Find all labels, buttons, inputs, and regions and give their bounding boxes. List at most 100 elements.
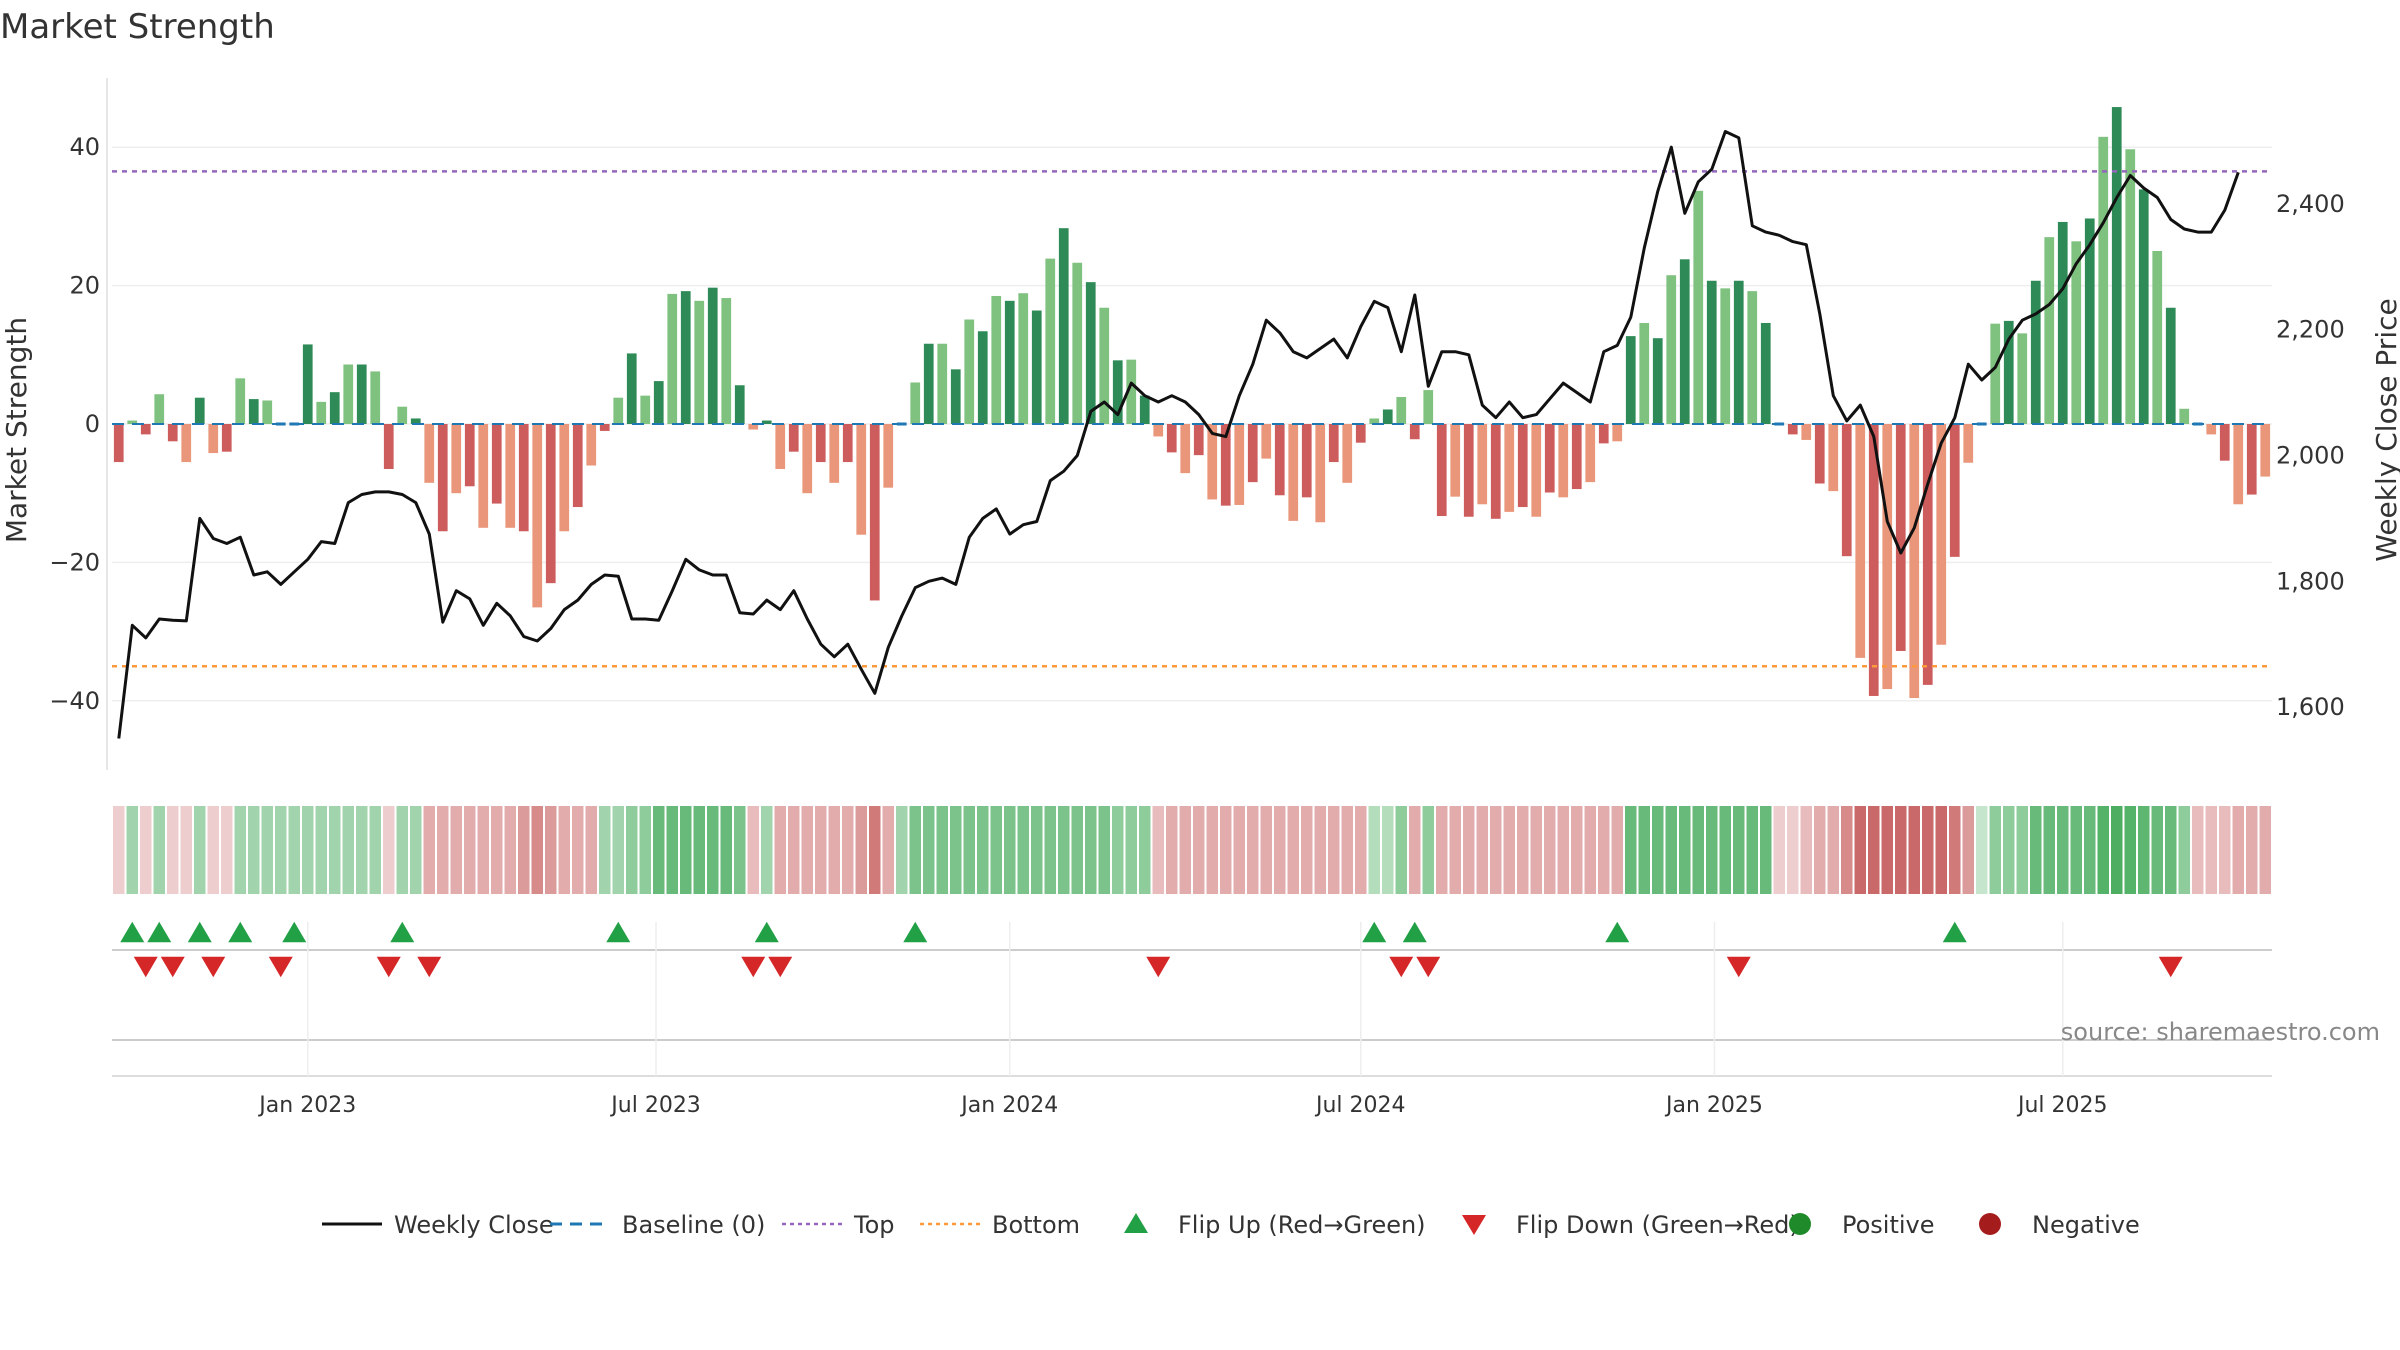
band-cell <box>801 806 813 894</box>
strength-bar-positive <box>1733 280 1744 424</box>
chart-title: Market Strength <box>0 7 275 47</box>
strength-bar-positive <box>1720 288 1731 424</box>
band-cell <box>2205 806 2217 894</box>
strength-bar-positive <box>1652 338 1663 424</box>
band-cell <box>2151 806 2163 894</box>
strength-bar-positive <box>2179 408 2190 424</box>
strength-bar-positive <box>1679 259 1690 424</box>
band-cell <box>1409 806 1421 894</box>
band-cell <box>1530 806 1542 894</box>
band-cell <box>1233 806 1245 894</box>
flip-down-marker <box>417 956 442 978</box>
band-cell <box>896 806 908 894</box>
date-tick-label: Jan 2024 <box>959 1093 1058 1118</box>
band-cell <box>153 806 165 894</box>
strength-bar-positive <box>991 295 1002 424</box>
band-cell <box>477 806 489 894</box>
strength-bar-negative <box>1477 424 1488 505</box>
band-cell <box>1584 806 1596 894</box>
band-cell <box>1868 806 1880 894</box>
band-cell <box>221 806 233 894</box>
strength-bar-negative <box>883 424 894 488</box>
band-cell <box>1490 806 1502 894</box>
strength-bar-positive <box>2125 149 2136 424</box>
band-cell <box>1179 806 1191 894</box>
band-cell <box>2097 806 2109 894</box>
strength-bar-negative <box>1180 424 1191 474</box>
band-cell <box>909 806 921 894</box>
band-cell <box>1989 806 2001 894</box>
strength-bar-positive <box>2165 307 2176 424</box>
strength-bar-positive <box>302 344 313 424</box>
legend-item: Baseline (0) <box>550 1211 765 1239</box>
band-cell <box>2111 806 2123 894</box>
flip-up-marker <box>1362 921 1387 943</box>
band-cell <box>761 806 773 894</box>
strength-bar-negative <box>829 424 840 483</box>
band-cell <box>518 806 530 894</box>
legend-label: Top <box>853 1211 895 1239</box>
band-cell <box>950 806 962 894</box>
strength-bar-positive <box>1045 258 1056 424</box>
band-cell <box>2030 806 2042 894</box>
band-cell <box>1773 806 1785 894</box>
strength-bar-negative <box>437 424 448 532</box>
band-cell <box>2232 806 2244 894</box>
band-cell <box>1814 806 1826 894</box>
band-cell <box>1760 806 1772 894</box>
strength-bar-negative <box>2219 424 2230 461</box>
left-tick-label: −20 <box>49 548 100 576</box>
date-tick-label: Jul 2025 <box>2016 1093 2108 1118</box>
weekly-close-line <box>117 130 2240 739</box>
band-cell <box>1287 806 1299 894</box>
band-cell <box>140 806 152 894</box>
strength-bar-positive <box>923 343 934 424</box>
band-cell <box>113 806 125 894</box>
strength-bar-positive <box>761 420 772 424</box>
legend-label: Negative <box>2032 1211 2140 1239</box>
band-cell <box>1098 806 1110 894</box>
flip-markers <box>120 921 2183 978</box>
band-cell <box>1557 806 1569 894</box>
strength-bar-positive <box>343 364 354 424</box>
strength-bar-negative <box>1463 424 1474 517</box>
band-cell <box>1503 806 1515 894</box>
strength-bar-positive <box>977 331 988 424</box>
band-cell <box>1071 806 1083 894</box>
band-cell <box>1800 806 1812 894</box>
strength-bar-negative <box>1814 424 1825 484</box>
strength-bar-positive <box>613 397 624 424</box>
strength-bar-negative <box>1787 424 1798 435</box>
band-cell <box>1314 806 1326 894</box>
band-cell <box>1544 806 1556 894</box>
band-cell <box>1706 806 1718 894</box>
legend-item: Weekly Close <box>322 1211 554 1239</box>
strength-bar-negative <box>2260 424 2271 477</box>
flip-down-marker <box>201 956 226 978</box>
band-cell <box>2178 806 2190 894</box>
flip-down-marker <box>160 956 185 978</box>
strength-bar-negative <box>140 424 151 435</box>
strength-bar-negative <box>856 424 867 535</box>
left-tick-label: 40 <box>69 133 100 161</box>
band-cell <box>747 806 759 894</box>
band-cell <box>1895 806 1907 894</box>
strength-bar-negative <box>1355 424 1366 443</box>
band-cell <box>2165 806 2177 894</box>
band-cell <box>491 806 503 894</box>
band-cell <box>383 806 395 894</box>
band-cell <box>2219 806 2231 894</box>
band-cell <box>356 806 368 894</box>
strength-bar-negative <box>1922 424 1933 685</box>
strength-bar-negative <box>1166 424 1177 453</box>
legend-triangle-down-icon <box>1462 1215 1486 1235</box>
band-cell <box>1206 806 1218 894</box>
strength-bar-positive <box>667 293 678 424</box>
legend-item: Flip Up (Red→Green) <box>1124 1211 1426 1239</box>
strength-bar-positive <box>2071 241 2082 424</box>
band-cell <box>1679 806 1691 894</box>
band-cell <box>1881 806 1893 894</box>
band-cell <box>1044 806 1056 894</box>
band-cell <box>855 806 867 894</box>
strength-bar-positive <box>721 298 732 424</box>
